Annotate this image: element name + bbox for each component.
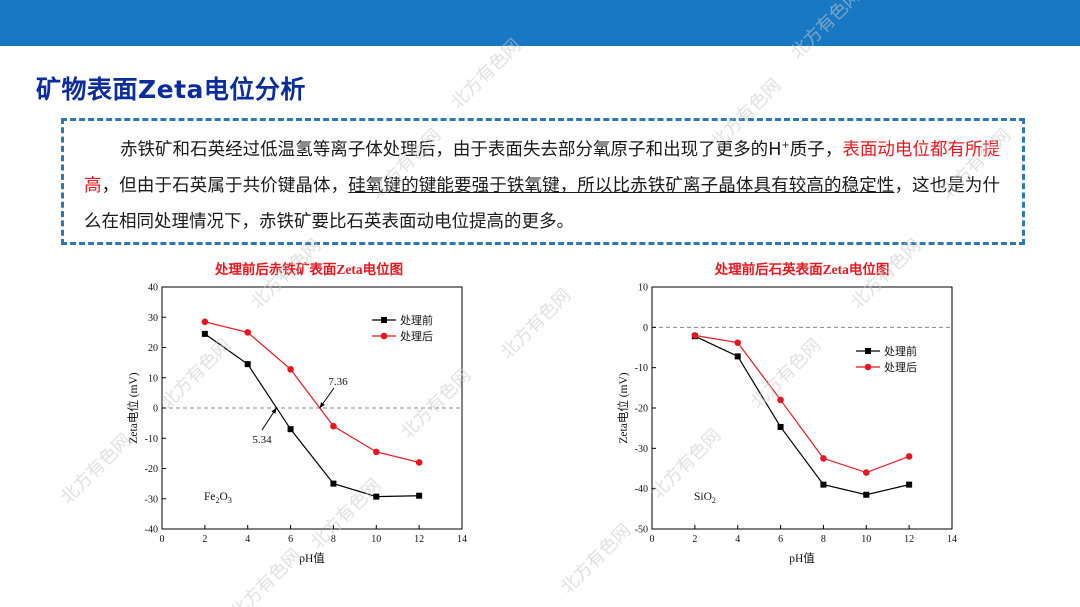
summary-paragraph: 赤铁矿和石英经过低温氢等离子体处理后，由于表面失去部分氧原子和出现了更多的H+质…: [84, 132, 1000, 240]
data-point: [863, 491, 870, 498]
legend-marker: [864, 363, 872, 371]
data-point: [201, 330, 208, 337]
x-tick-label: 4: [245, 534, 250, 545]
data-point: [201, 318, 209, 326]
hematite-chart-svg: 处理前后赤铁矿表面Zeta电位图 0 2 4 6 8 10 12 14 -40 -30 -20 -10 0…: [126, 261, 467, 565]
data-point: [691, 332, 699, 339]
y-tick-label: -10: [635, 363, 648, 374]
x-tick-label: 0: [650, 534, 655, 545]
legend-marker: [865, 348, 871, 354]
sample-label: Fe2O3: [204, 491, 232, 505]
x-tick-label: 2: [692, 534, 697, 545]
y-tick-label: -40: [145, 525, 158, 536]
text-part-2: 质子，: [789, 140, 843, 160]
legend-label: 处理前: [884, 344, 917, 358]
x-tick-label: 6: [288, 534, 293, 545]
annotation-arrowhead: [271, 408, 277, 414]
quartz-chart-svg: 处理前后石英表面Zeta电位图 0 2 4 6 8 10 12 14 -50 -40 -30 -20 -1…: [616, 261, 957, 565]
data-point: [287, 365, 294, 373]
series-line-1: [204, 321, 420, 464]
series-line-0: [694, 335, 910, 496]
text-part-1: 赤铁矿和石英经过低温氢等离子体处理后，由于表面失去部分氧原子和出现了更多的H: [120, 140, 782, 160]
legend-label: 处理后: [400, 330, 433, 343]
data-point: [906, 481, 913, 488]
y-tick-label: -30: [145, 494, 158, 505]
top-banner: [0, 0, 1080, 46]
y-tick-label: -10: [145, 434, 158, 445]
data-point: [330, 480, 337, 487]
data-point: [777, 396, 784, 404]
y-tick-label: 40: [148, 283, 158, 294]
y-axis-label: Zeta电位 (mV): [616, 372, 630, 443]
x-tick-label: 6: [778, 534, 783, 545]
x-tick-label: 10: [861, 534, 871, 545]
data-point: [330, 422, 337, 430]
y-tick-label: -20: [145, 464, 158, 475]
y-tick-label: -20: [635, 404, 648, 415]
y-tick-label: 0: [153, 404, 158, 415]
x-tick-label: 2: [202, 534, 207, 545]
data-point: [862, 469, 870, 476]
x-tick-label: 8: [331, 534, 336, 545]
x-tick-label: 14: [947, 534, 957, 545]
x-tick-label: 14: [457, 534, 467, 545]
annotation-label: 7.36: [328, 376, 348, 388]
superscript-plus: +: [781, 140, 790, 152]
data-point: [905, 453, 913, 460]
x-axis-label: pH值: [299, 552, 325, 565]
data-point: [734, 339, 742, 346]
y-tick-label: 30: [148, 313, 158, 324]
y-tick-label: -50: [635, 525, 648, 536]
data-point: [820, 455, 827, 462]
legend-label: 处理前: [400, 313, 433, 327]
x-tick-label: 0: [160, 534, 165, 545]
legend-label: 处理后: [884, 361, 917, 374]
annotation-arrowhead: [319, 402, 325, 408]
data-point: [372, 448, 380, 456]
y-axis-label: Zeta电位 (mV): [126, 372, 140, 443]
series-line-1: [694, 334, 910, 474]
legend-marker: [380, 332, 388, 340]
data-point: [373, 493, 380, 500]
data-point: [244, 361, 251, 368]
data-point: [820, 481, 827, 488]
data-point: [415, 459, 423, 466]
summary-box: 赤铁矿和石英经过低温氢等离子体处理后，由于表面失去部分氧原子和出现了更多的H+质…: [61, 118, 1025, 245]
y-tick-label: 20: [148, 343, 158, 354]
y-tick-label: 10: [148, 373, 158, 384]
data-point: [734, 353, 741, 360]
hematite-zeta-chart: 处理前后赤铁矿表面Zeta电位图 0 2 4 6 8 10 12 14 -40 -30 -20 -10 0…: [120, 257, 490, 581]
x-tick-label: 8: [821, 534, 826, 545]
sample-label: SiO2: [694, 491, 716, 505]
legend-marker: [381, 317, 387, 323]
highlight-red-text: 表面动电位都有所提高: [84, 140, 1000, 196]
x-tick-label: 4: [735, 534, 740, 545]
text-part-3: ，但由于石英属于共价键晶体，: [101, 176, 349, 196]
watermark: 北方有色网: [496, 284, 576, 364]
series-line-0: [204, 333, 420, 498]
text-part-4: ，这也是为什么在相同处理情况下，赤铁矿要比石英表面动电位提高的更多。: [84, 176, 1001, 232]
chart-title: 处理前后石英表面Zeta电位图: [714, 261, 890, 277]
data-point: [777, 423, 784, 430]
x-tick-label: 12: [904, 534, 914, 545]
data-point: [416, 492, 423, 499]
x-tick-label: 10: [371, 534, 381, 545]
y-tick-label: -40: [635, 484, 648, 495]
x-tick-label: 12: [414, 534, 424, 545]
y-tick-label: 10: [638, 283, 648, 294]
quartz-zeta-chart: 处理前后石英表面Zeta电位图 0 2 4 6 8 10 12 14 -50 -40 -30 -20 -1…: [610, 257, 980, 581]
data-point: [244, 329, 252, 336]
underlined-text: 硅氧键的键能要强于铁氧键，所以比赤铁矿离子晶体具有较高的稳定性: [348, 176, 895, 196]
x-axis-label: pH值: [789, 552, 815, 565]
chart-title: 处理前后赤铁矿表面Zeta电位图: [214, 261, 403, 277]
annotation-label: 5.34: [252, 434, 272, 446]
slide-title: 矿物表面Zeta电位分析: [36, 75, 306, 104]
y-tick-label: 0: [643, 323, 648, 334]
data-point: [287, 426, 294, 433]
y-tick-label: -30: [635, 444, 648, 455]
